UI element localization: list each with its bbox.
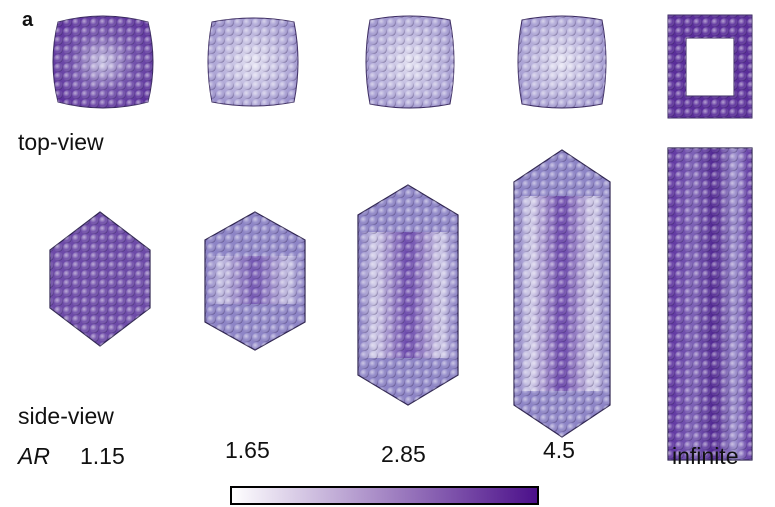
aspect-ratio: 2.85 <box>381 441 426 467</box>
crystal-texture <box>518 16 606 108</box>
figure: a top-view side-view AR 1.15 1.65 2.85 4… <box>0 0 775 507</box>
top-views <box>53 15 752 118</box>
crystal-texture <box>208 18 298 106</box>
colorbar <box>231 487 538 504</box>
crystal-texture <box>366 16 454 108</box>
crystal-texture <box>205 212 305 350</box>
side-views <box>50 148 752 460</box>
panel-label: a <box>22 9 34 31</box>
crystal-texture <box>358 185 458 405</box>
aspect-ratio: 1.65 <box>225 437 270 463</box>
crystal-texture <box>668 148 752 460</box>
aspect-ratio: 1.15 <box>80 443 125 469</box>
aspect-ratio: 4.5 <box>543 437 575 463</box>
crystal-texture <box>668 15 752 118</box>
row-label: top-view <box>18 129 104 155</box>
page: a top-view side-view AR 1.15 1.65 2.85 4… <box>0 0 775 507</box>
crystal-texture <box>514 150 610 437</box>
row-label: side-view <box>18 403 114 429</box>
crystal-texture <box>50 212 150 346</box>
ar-label: AR <box>16 443 50 469</box>
crystal-texture <box>53 16 153 108</box>
aspect-ratio: infinite <box>672 443 738 469</box>
